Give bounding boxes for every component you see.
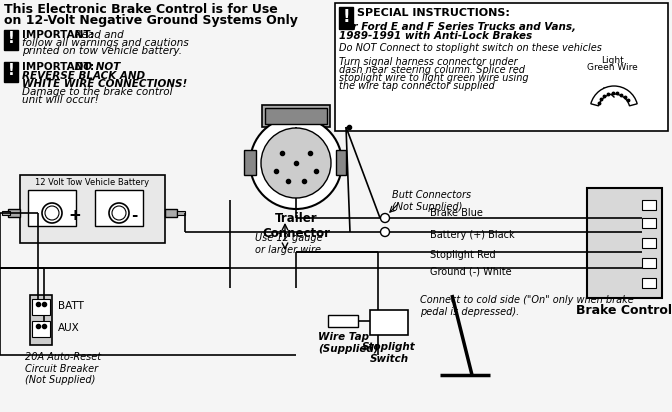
Text: !: ! (342, 8, 350, 26)
Circle shape (42, 203, 62, 223)
Text: +: + (68, 208, 81, 223)
Circle shape (380, 213, 390, 222)
Text: AUX: AUX (58, 323, 80, 333)
Bar (587, 188, 662, 298)
Bar (642, 258, 656, 268)
Bar (262, 105, 330, 127)
Text: unit will occur!: unit will occur! (22, 95, 99, 105)
Bar (30, 295, 52, 345)
Bar (2, 211, 10, 215)
Text: Butt Connectors
(Not Supplied): Butt Connectors (Not Supplied) (392, 190, 471, 212)
Text: Brake Blue: Brake Blue (430, 208, 483, 218)
Text: WHITE WIRE CONNECTIONS!: WHITE WIRE CONNECTIONS! (22, 79, 187, 89)
Bar (95, 190, 143, 226)
Bar (32, 299, 50, 315)
Text: Stoplight
Switch: Stoplight Switch (362, 342, 416, 364)
Bar (370, 310, 408, 335)
Bar (244, 150, 256, 175)
Text: 1989-1991 with Anti-Lock Brakes: 1989-1991 with Anti-Lock Brakes (339, 31, 532, 41)
Bar (336, 150, 346, 175)
Bar (328, 315, 358, 327)
Text: on 12-Volt Negative Ground Systems Only: on 12-Volt Negative Ground Systems Only (4, 14, 298, 27)
Text: Use 12 gauge
or larger wire: Use 12 gauge or larger wire (255, 233, 323, 255)
Wedge shape (591, 86, 637, 106)
Bar (339, 7, 353, 29)
Text: SPECIAL INSTRUCTIONS:: SPECIAL INSTRUCTIONS: (357, 8, 510, 18)
Text: Brake Control: Brake Control (576, 304, 672, 317)
Bar (4, 62, 18, 82)
Text: the wire tap connector supplied: the wire tap connector supplied (339, 81, 495, 91)
Bar (20, 175, 165, 243)
Text: printed on tow vehicle battery.: printed on tow vehicle battery. (22, 46, 182, 56)
Text: !: ! (7, 31, 14, 46)
Text: IMPORTANT:: IMPORTANT: (22, 62, 94, 72)
Text: Ground (-) White: Ground (-) White (430, 266, 511, 276)
Text: This Electronic Brake Control is for Use: This Electronic Brake Control is for Use (4, 3, 278, 16)
Text: stoplight wire to light green wire using: stoplight wire to light green wire using (339, 73, 529, 83)
Text: Wire Tap
(Supplied): Wire Tap (Supplied) (318, 332, 378, 353)
Text: Damage to the brake control: Damage to the brake control (22, 87, 173, 97)
Circle shape (112, 206, 126, 220)
Bar (642, 218, 656, 228)
Text: Connect to cold side ("On" only when brake
pedal is depressed).: Connect to cold side ("On" only when bra… (420, 295, 634, 316)
Bar (28, 190, 76, 226)
Text: Light: Light (601, 56, 624, 65)
Bar (8, 209, 20, 217)
Text: 12 Volt Tow Vehicle Battery: 12 Volt Tow Vehicle Battery (35, 178, 149, 187)
Circle shape (250, 117, 342, 209)
Text: Battery (+) Black: Battery (+) Black (430, 230, 515, 240)
Bar (642, 200, 656, 210)
Text: IMPORTANT:: IMPORTANT: (22, 30, 94, 40)
Bar (642, 238, 656, 248)
Text: BATT: BATT (58, 301, 84, 311)
Text: !: ! (7, 63, 14, 78)
Text: Green Wire: Green Wire (587, 63, 637, 72)
Text: Read and: Read and (71, 30, 124, 40)
Bar (32, 321, 50, 337)
Text: Do NOT Connect to stoplight switch on these vehicles: Do NOT Connect to stoplight switch on th… (339, 43, 602, 53)
Text: REVERSE BLACK AND: REVERSE BLACK AND (22, 71, 145, 81)
Bar (165, 209, 177, 217)
Text: Turn signal harness connector under: Turn signal harness connector under (339, 57, 517, 67)
Circle shape (380, 227, 390, 236)
Text: Stoplight Red: Stoplight Red (430, 250, 496, 260)
Text: follow all warnings and cautions: follow all warnings and cautions (22, 38, 189, 48)
Text: For Ford E and F Series Trucks and Vans,: For Ford E and F Series Trucks and Vans, (339, 22, 576, 32)
Bar (642, 278, 656, 288)
Text: -: - (131, 208, 137, 223)
Circle shape (45, 206, 59, 220)
Text: DO NOT: DO NOT (71, 62, 120, 72)
Bar (4, 30, 18, 50)
Circle shape (261, 128, 331, 198)
Text: Trailer
Connector: Trailer Connector (262, 212, 330, 240)
Text: 20A Auto-Reset
Circuit Breaker
(Not Supplied): 20A Auto-Reset Circuit Breaker (Not Supp… (25, 352, 101, 385)
Text: dash near steering column. Splice red: dash near steering column. Splice red (339, 65, 525, 75)
Circle shape (109, 203, 129, 223)
Bar (265, 108, 327, 124)
Bar (335, 3, 668, 131)
Bar (177, 211, 185, 215)
